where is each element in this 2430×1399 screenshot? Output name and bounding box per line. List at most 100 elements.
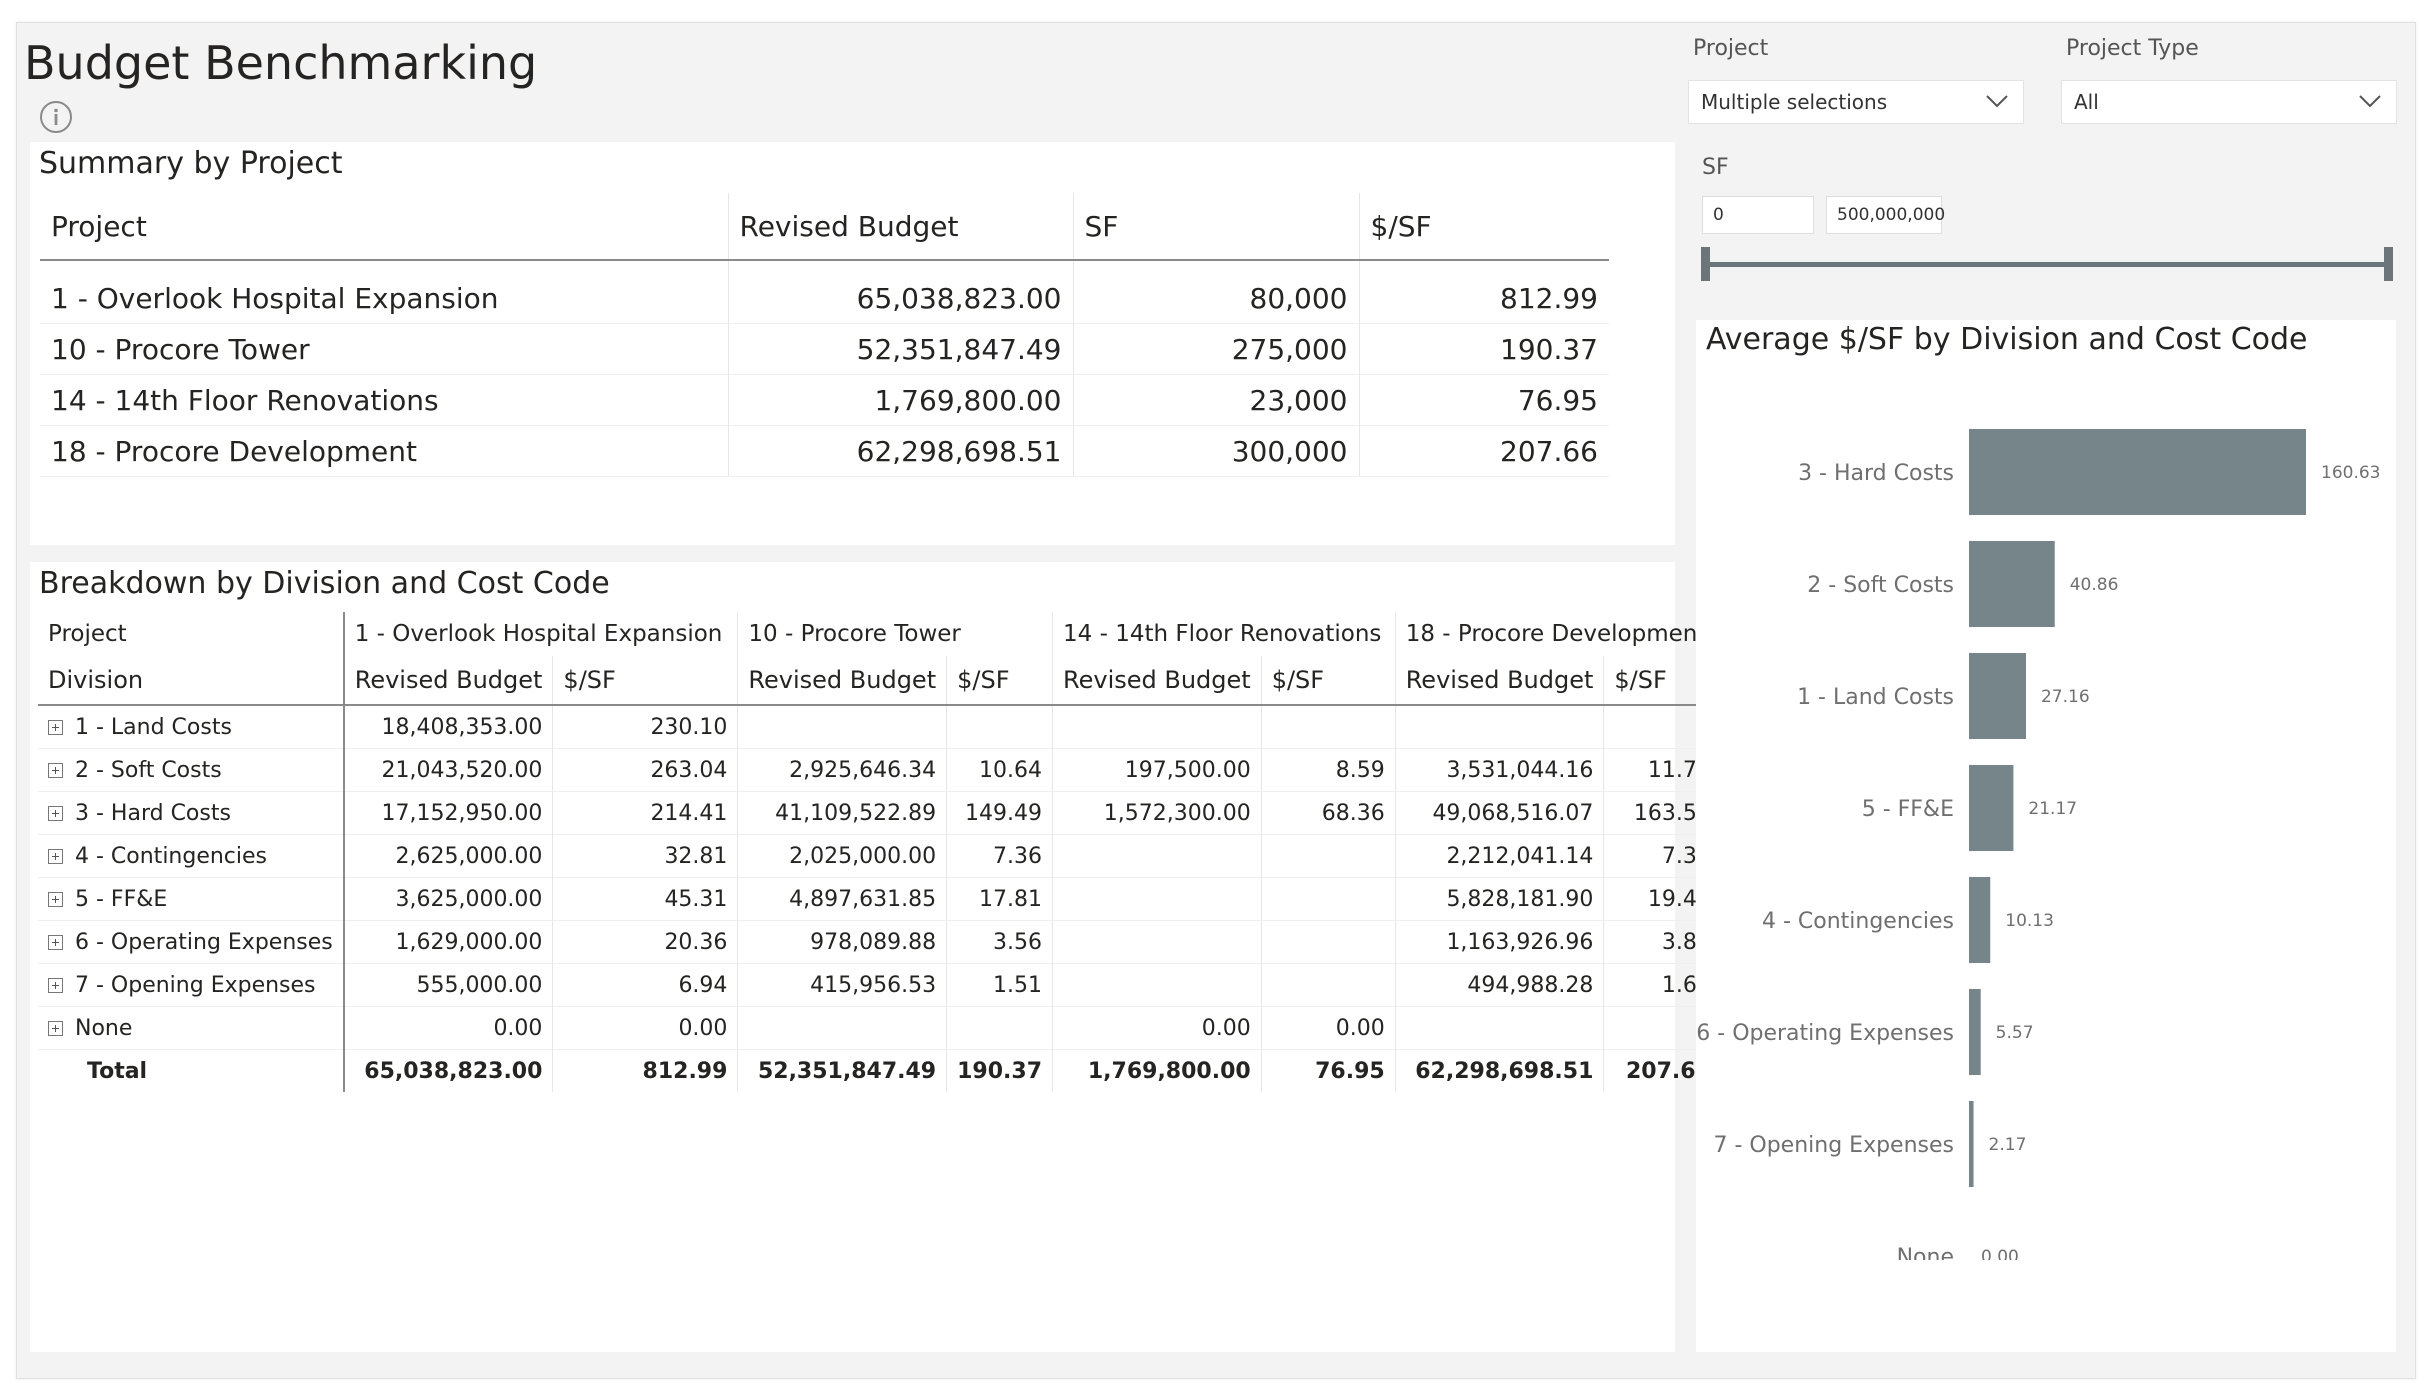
division-cell: 2 - Soft Costs [38, 748, 344, 792]
table-row[interactable]: 6 - Operating Expenses 1,629,000.00 20.36 9… [38, 920, 1721, 964]
project-cell: 18 - Procore Development [40, 425, 728, 477]
measure-header-revised-budget[interactable]: Revised Budget [1394, 656, 1604, 706]
project-column-header[interactable]: 10 - Procore Tower [737, 612, 1053, 656]
psf-cell: 230.10 [552, 705, 738, 749]
psf-cell: 0.00 [1260, 1006, 1396, 1050]
total-revised-budget-cell: 1,769,800.00 [1052, 1049, 1262, 1092]
table-row[interactable]: 18 - Procore Development 62,298,698.51 3… [40, 425, 1609, 477]
bar[interactable] [1969, 429, 2306, 515]
sf-slider-max-handle[interactable] [2384, 247, 2393, 281]
table-row[interactable]: 2 - Soft Costs 21,043,520.00 263.04 2,925,6… [38, 748, 1721, 792]
psf-cell [946, 1006, 1053, 1050]
project-column-header[interactable]: 14 - 14th Floor Renovations [1052, 612, 1396, 656]
expand-icon[interactable] [48, 935, 63, 950]
division-header-label[interactable]: Division [38, 656, 344, 706]
expand-icon[interactable] [48, 892, 63, 907]
revised-budget-cell: 2,212,041.14 [1394, 834, 1604, 878]
revised-budget-cell [1394, 705, 1604, 749]
measure-header-revised-budget[interactable]: Revised Budget [737, 656, 947, 706]
division-label: 1 - Land Costs [75, 714, 232, 740]
division-label: 6 - Operating Expenses [75, 929, 333, 955]
bar[interactable] [1969, 653, 2026, 739]
division-label: 7 - Opening Expenses [75, 972, 316, 998]
bar-category-label: 7 - Opening Expenses [1713, 1133, 1954, 1158]
info-icon[interactable] [39, 100, 73, 134]
bar[interactable] [1969, 989, 1981, 1075]
table-row[interactable]: 4 - Contingencies 2,625,000.00 32.81 2,025,… [38, 834, 1721, 878]
measure-header-psf[interactable]: $/SF [552, 656, 738, 706]
psf-cell: 10.64 [946, 748, 1053, 792]
measure-header-psf[interactable]: $/SF [946, 656, 1053, 706]
revised-budget-cell: 1,629,000.00 [342, 920, 553, 964]
bar[interactable] [1969, 541, 2055, 627]
expand-icon[interactable] [48, 763, 63, 778]
psf-cell: 149.49 [946, 791, 1053, 835]
psf-cell: 7.36 [946, 834, 1053, 878]
revised-budget-cell: 52,351,847.49 [727, 323, 1073, 375]
revised-budget-cell: 3,531,044.16 [1394, 748, 1604, 792]
sf-max-input[interactable]: 500,000,000 [1826, 196, 1945, 234]
project-type-filter-dropdown[interactable]: All [2061, 80, 2397, 124]
project-header-row: Project 1 - Overlook Hospital Expansion … [38, 612, 1721, 656]
table-row[interactable]: 10 - Procore Tower 52,351,847.49 275,000… [40, 323, 1609, 375]
expand-icon[interactable] [48, 1021, 63, 1036]
division-label: 5 - FF&E [75, 886, 168, 912]
division-label: 4 - Contingencies [75, 843, 268, 869]
division-label: 3 - Hard Costs [75, 800, 231, 826]
total-psf-cell: 76.95 [1260, 1049, 1396, 1092]
measure-header-revised-budget[interactable]: Revised Budget [1052, 656, 1262, 706]
psf-cell: 214.41 [552, 791, 738, 835]
summary-header-revised-budget[interactable]: Revised Budget [727, 193, 1073, 261]
bar[interactable] [1969, 1101, 1974, 1187]
measure-header-psf[interactable]: $/SF [1260, 656, 1396, 706]
revised-budget-cell [1052, 834, 1262, 878]
expand-icon[interactable] [48, 720, 63, 735]
breakdown-title: Breakdown by Division and Cost Code [39, 566, 610, 601]
measure-header-revised-budget[interactable]: Revised Budget [342, 656, 553, 706]
bar[interactable] [1969, 765, 2014, 851]
table-row[interactable]: None 0.00 0.00 0.00 0.00 [38, 1006, 1721, 1050]
sf-cell: 80,000 [1072, 260, 1359, 324]
bar-category-label: 6 - Operating Expenses [1696, 1021, 1954, 1046]
sf-min-input[interactable]: 0 [1702, 196, 1814, 234]
table-row[interactable]: 1 - Land Costs 18,408,353.00 230.10 [38, 705, 1721, 749]
bar[interactable] [1969, 877, 1991, 963]
expand-icon[interactable] [48, 806, 63, 821]
bar-data-label: 0.00 [1981, 1247, 2019, 1260]
revised-budget-cell: 978,089.88 [737, 920, 947, 964]
bar-data-label: 21.17 [2028, 799, 2077, 819]
breakdown-matrix: Project 1 - Overlook Hospital Expansion … [38, 612, 1721, 1092]
revised-budget-cell: 0.00 [1052, 1006, 1262, 1050]
chart-title: Average $/SF by Division and Cost Code [1706, 322, 2308, 357]
summary-header-project[interactable]: Project [40, 193, 728, 261]
psf-cell: 76.95 [1358, 374, 1609, 426]
summary-header-sf[interactable]: SF [1072, 193, 1359, 261]
table-row[interactable]: 1 - Overlook Hospital Expansion 65,038,8… [40, 260, 1609, 324]
psf-cell: 0.00 [552, 1006, 738, 1050]
bar-data-label: 5.57 [1996, 1023, 2034, 1043]
table-row[interactable]: 3 - Hard Costs 17,152,950.00 214.41 41,109,… [38, 791, 1721, 835]
psf-cell [1260, 705, 1396, 749]
project-filter-dropdown[interactable]: Multiple selections [1688, 80, 2024, 124]
sf-slider-min-handle[interactable] [1701, 247, 1710, 281]
total-revised-budget-cell: 52,351,847.49 [737, 1049, 947, 1092]
table-row[interactable]: 5 - FF&E 3,625,000.00 45.31 4,897,631.85 17.… [38, 877, 1721, 921]
project-column-header[interactable]: 18 - Procore Development [1394, 612, 1721, 656]
revised-budget-cell [1052, 920, 1262, 964]
psf-cell: 1.51 [946, 963, 1053, 1007]
bar-category-label: 2 - Soft Costs [1807, 573, 1954, 598]
revised-budget-cell: 555,000.00 [342, 963, 553, 1007]
expand-icon[interactable] [48, 849, 63, 864]
revised-budget-cell: 494,988.28 [1394, 963, 1604, 1007]
expand-icon[interactable] [48, 978, 63, 993]
summary-header-psf[interactable]: $/SF [1358, 193, 1609, 261]
division-cell: 6 - Operating Expenses [38, 920, 344, 964]
project-column-header[interactable]: 1 - Overlook Hospital Expansion [342, 612, 738, 656]
revised-budget-cell [1052, 963, 1262, 1007]
sf-slider-track[interactable] [1704, 262, 2390, 267]
project-filter-value: Multiple selections [1701, 90, 1888, 114]
table-row[interactable]: 14 - 14th Floor Renovations 1,769,800.00… [40, 374, 1609, 426]
revised-budget-cell [1052, 705, 1262, 749]
table-row[interactable]: 7 - Opening Expenses 555,000.00 6.94 415,95… [38, 963, 1721, 1007]
revised-budget-cell: 197,500.00 [1052, 748, 1262, 792]
